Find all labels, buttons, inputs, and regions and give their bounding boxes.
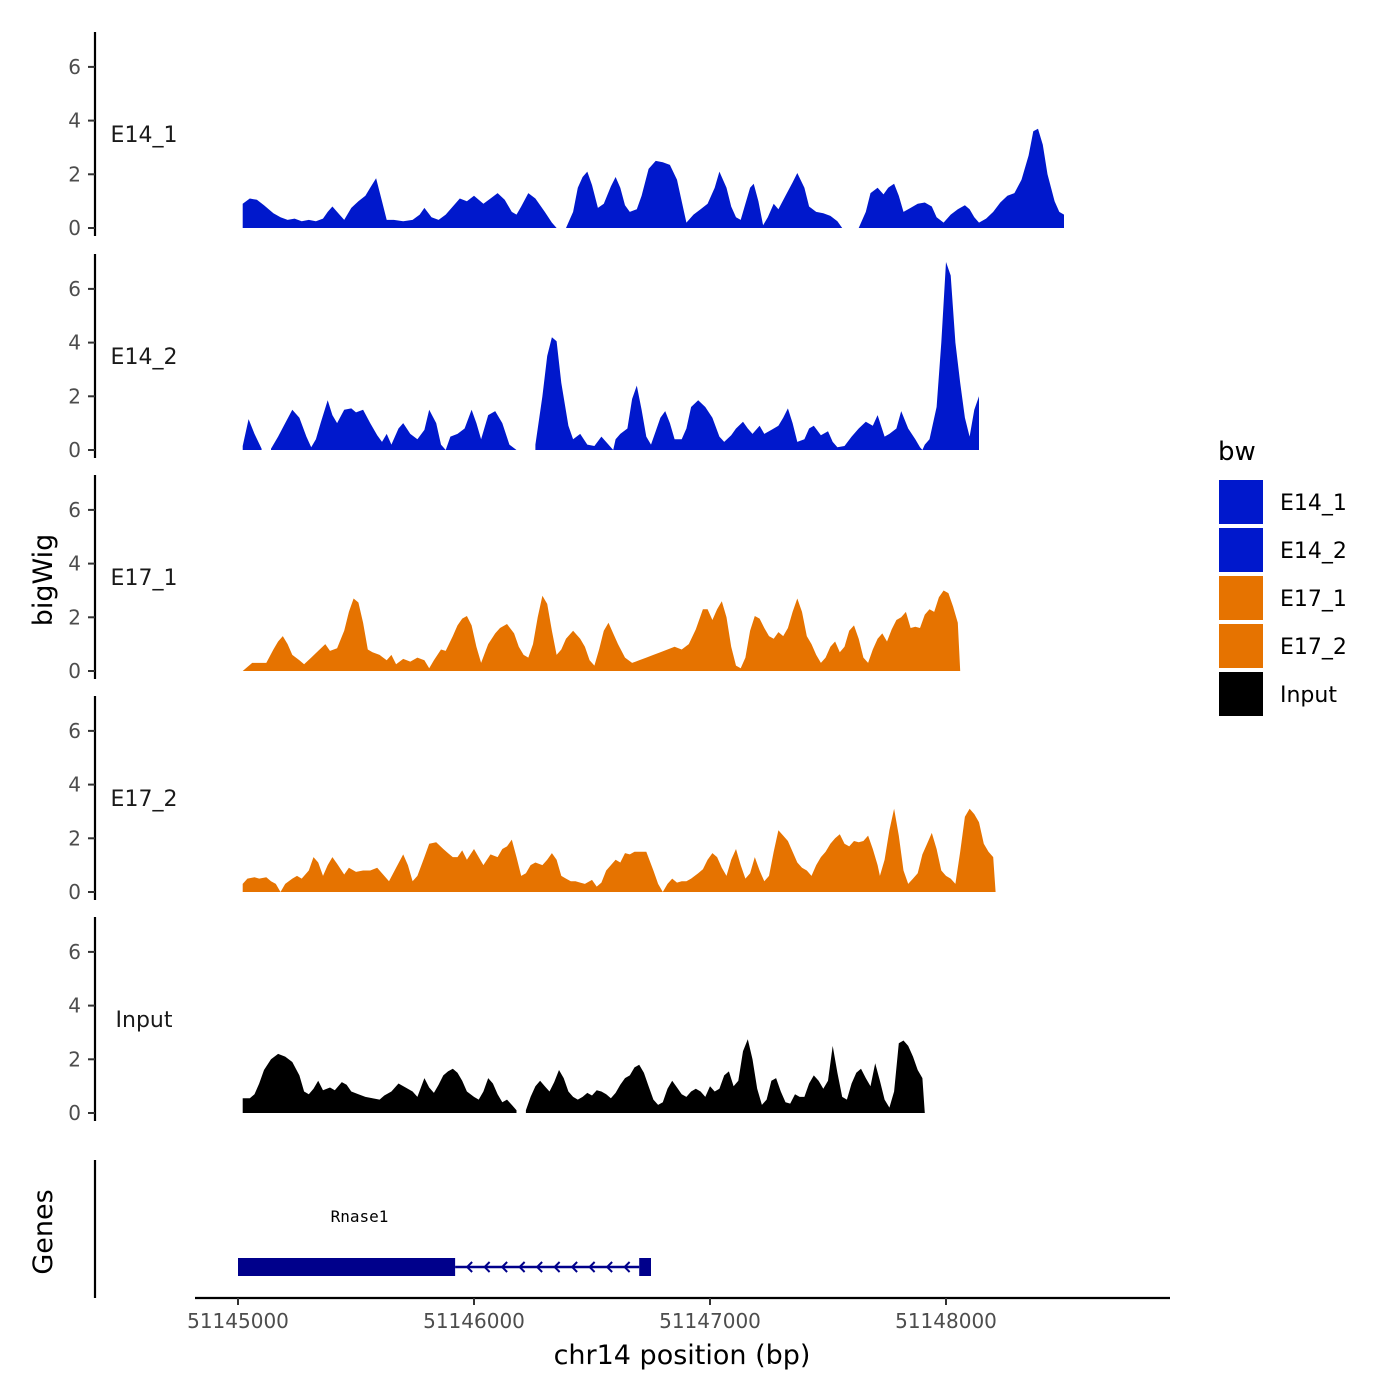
strand-arrow — [500, 1261, 508, 1273]
y-tick-label: 0 — [68, 1101, 81, 1125]
track-panel-E17_2: 0 2 4 6 E17_2 — [68, 695, 996, 904]
y-tick-label: 2 — [68, 826, 81, 850]
legend-label-E14_1: E14_1 — [1280, 491, 1347, 516]
area-E14_1 — [566, 160, 843, 228]
area-E14_2 — [242, 419, 262, 450]
x-tick-label: 51146000 — [423, 1309, 525, 1333]
area-E14_2 — [535, 262, 979, 450]
track-label-E14_1: E14_1 — [111, 123, 178, 148]
y-tick-label: 4 — [68, 109, 81, 133]
y-tick-label: 2 — [68, 384, 81, 408]
y-tick-label: 0 — [68, 659, 81, 683]
strand-arrow — [588, 1261, 596, 1273]
legend: bw E14_1 E14_2 E17_1 E17_2 Input — [1218, 437, 1347, 716]
track-label-E17_1: E17_1 — [111, 566, 178, 591]
strand-arrow — [605, 1261, 613, 1273]
area-E14_1 — [242, 178, 557, 228]
track-label-E14_2: E14_2 — [111, 345, 178, 370]
legend-key-E14_2 — [1219, 528, 1263, 572]
legend-label-E17_2: E17_2 — [1280, 635, 1347, 660]
y-tick-label: 0 — [68, 438, 81, 462]
y-tick-label: 6 — [68, 719, 81, 743]
genes-layer: Rnase1 — [93, 1160, 651, 1298]
legend-key-E17_2 — [1219, 624, 1263, 668]
track-label-E17_2: E17_2 — [111, 787, 178, 812]
gene-label: Rnase1 — [331, 1207, 389, 1226]
legend-label-E17_1: E17_1 — [1280, 587, 1347, 612]
legend-key-E17_1 — [1219, 576, 1263, 620]
legend-key-E14_1 — [1219, 480, 1263, 524]
area-E14_1 — [858, 128, 1064, 228]
x-tick-label: 51148000 — [895, 1309, 997, 1333]
track-label-Input: Input — [116, 1008, 173, 1033]
x-tick-label: 51145000 — [187, 1309, 289, 1333]
strand-arrow — [553, 1261, 561, 1273]
y-tick-label: 4 — [68, 331, 81, 355]
y-tick-label: 2 — [68, 162, 81, 186]
strand-arrow — [623, 1261, 631, 1273]
strand-arrow — [518, 1261, 526, 1273]
y-tick-label: 4 — [68, 994, 81, 1018]
x-axis-title: chr14 position (bp) — [554, 1340, 811, 1371]
strand-arrow — [465, 1261, 473, 1273]
legend-key-Input — [1219, 672, 1263, 716]
gene-exon-2 — [639, 1258, 651, 1276]
y-tick-label: 4 — [68, 773, 81, 797]
y-tick-label: 4 — [68, 552, 81, 576]
track-panel-E17_1: 0 2 4 6 E17_1 — [68, 474, 961, 683]
track-panel-E14_2: 0 2 4 6 E14_2 — [68, 253, 979, 462]
x-axis: 51145000 51146000 51147000 51148000 — [187, 1296, 1170, 1333]
area-E17_2 — [242, 808, 996, 892]
area-Input — [525, 1039, 925, 1113]
area-E17_1 — [242, 590, 961, 671]
legend-title: bw — [1218, 437, 1256, 467]
strand-arrow — [570, 1261, 578, 1273]
legend-label-E14_2: E14_2 — [1280, 539, 1347, 564]
strand-arrow — [483, 1261, 491, 1273]
y-tick-label: 2 — [68, 605, 81, 629]
tracks-layer: 0 2 4 6 E14_1 0 2 4 6 E14_2 0 2 4 6 E17_1 0 2 4 6 E17_2 0 2 4 6… — [68, 31, 1064, 1125]
y-axis-title: bigWig — [28, 534, 59, 627]
track-panel-E14_1: 0 2 4 6 E14_1 — [68, 31, 1064, 240]
area-Input — [242, 1053, 517, 1113]
y-tick-label: 6 — [68, 498, 81, 522]
y-tick-label: 6 — [68, 55, 81, 79]
y-tick-label: 0 — [68, 880, 81, 904]
x-tick-label: 51147000 — [659, 1309, 761, 1333]
y-tick-label: 0 — [68, 216, 81, 240]
legend-label-Input: Input — [1280, 683, 1337, 708]
genes-axis-title: Genes — [28, 1189, 59, 1274]
strand-arrow — [535, 1261, 543, 1273]
y-tick-label: 6 — [68, 277, 81, 301]
area-E14_2 — [271, 400, 517, 450]
y-tick-label: 6 — [68, 940, 81, 964]
y-tick-label: 2 — [68, 1047, 81, 1071]
gene-exon-1 — [238, 1258, 456, 1276]
track-panel-Input: 0 2 4 6 Input — [68, 916, 925, 1125]
